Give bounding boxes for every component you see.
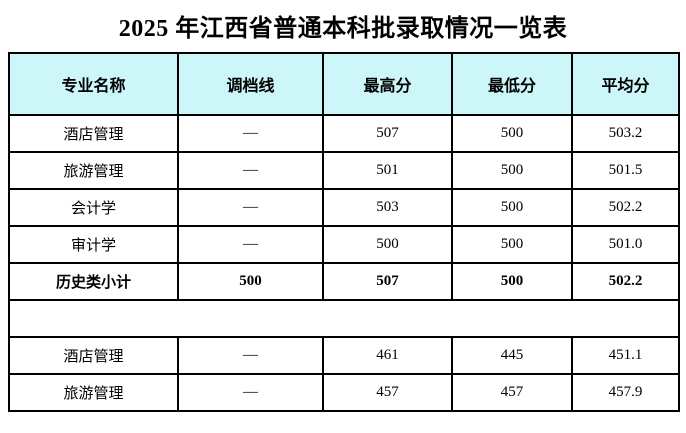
cell-major: 旅游管理 — [8, 151, 179, 190]
admission-score-table: 专业名称 调档线 最高分 最低分 平均分 酒店管理 —507 500 503.2 旅游管… — [8, 52, 680, 412]
col-header-min: 最低分 — [451, 52, 573, 116]
cell-min: 500 — [451, 114, 573, 153]
cell-major: 历史类小计 — [8, 262, 179, 301]
cell-max: 461 — [322, 336, 453, 375]
page-title: 2025 年江西省普通本科批录取情况一览表 — [118, 16, 568, 42]
col-header-line: 调档线 — [177, 52, 324, 116]
cell-line: 500 — [177, 262, 324, 301]
cell-avg: 502.2 — [571, 188, 680, 227]
cell-major: 酒店管理 — [8, 114, 179, 153]
col-header-avg: 平均分 — [571, 52, 680, 116]
cell-min: 445 — [451, 336, 573, 375]
cell-min: 500 — [451, 188, 573, 227]
cell-line: — — [177, 373, 324, 412]
cell-min: 500 — [451, 225, 573, 264]
table-row: 审计学 —500 500 501.0 — [8, 225, 680, 264]
spacer-cell — [8, 299, 680, 338]
cell-max: 503 — [322, 188, 453, 227]
cell-max: 501 — [322, 151, 453, 190]
cell-max: 457 — [322, 373, 453, 412]
cell-line: — — [177, 151, 324, 190]
cell-major: 审计学 — [8, 225, 179, 264]
table-row: 酒店管理 —461 445 451.1 — [8, 336, 680, 375]
cell-min: 500 — [451, 151, 573, 190]
table-row: 旅游管理 —501 500 501.5 — [8, 151, 680, 190]
table-row: 会计学 —503 500 502.2 — [8, 188, 680, 227]
cell-avg: 502.2 — [571, 262, 680, 301]
cell-major: 旅游管理 — [8, 373, 179, 412]
cell-line: — — [177, 114, 324, 153]
cell-avg: 503.2 — [571, 114, 680, 153]
cell-avg: 501.0 — [571, 225, 680, 264]
spacer-row — [8, 299, 680, 338]
cell-max: 500 — [322, 225, 453, 264]
col-header-max: 最高分 — [322, 52, 453, 116]
cell-line: — — [177, 225, 324, 264]
cell-max: 507 — [322, 114, 453, 153]
col-header-major: 专业名称 — [8, 52, 179, 116]
cell-min: 457 — [451, 373, 573, 412]
cell-major: 会计学 — [8, 188, 179, 227]
cell-avg: 501.5 — [571, 151, 680, 190]
table-row: 旅游管理 —457 457 457.9 — [8, 373, 680, 412]
cell-major: 酒店管理 — [8, 336, 179, 375]
table-body: 酒店管理 —507 500 503.2 旅游管理 —501 500 501.5 会计学 —503 5… — [8, 114, 680, 412]
cell-max: 507 — [322, 262, 453, 301]
table-row: 酒店管理 —507 500 503.2 — [8, 114, 680, 153]
header-row: 专业名称 调档线 最高分 最低分 平均分 — [8, 52, 680, 116]
cell-avg: 457.9 — [571, 373, 680, 412]
cell-min: 500 — [451, 262, 573, 301]
cell-line: — — [177, 188, 324, 227]
table-row: 历史类小计 500 507 500 502.2 — [8, 262, 680, 301]
cell-line: — — [177, 336, 324, 375]
cell-avg: 451.1 — [571, 336, 680, 375]
